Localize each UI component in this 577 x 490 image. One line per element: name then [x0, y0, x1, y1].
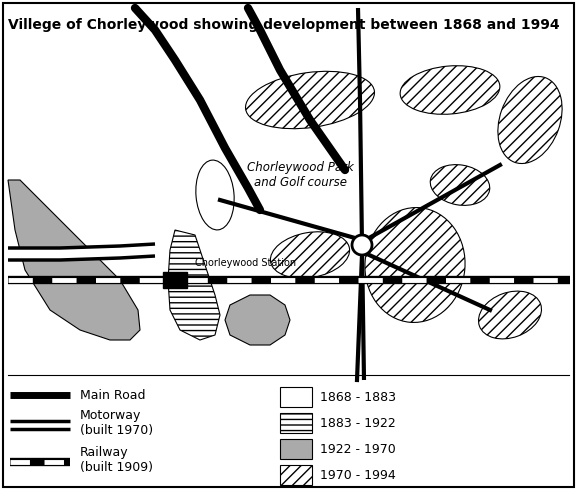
Ellipse shape	[478, 291, 541, 339]
FancyBboxPatch shape	[280, 465, 312, 485]
Polygon shape	[168, 230, 220, 340]
Ellipse shape	[196, 160, 234, 230]
Text: Chorleywood Station: Chorleywood Station	[195, 258, 296, 268]
Polygon shape	[225, 295, 290, 345]
Text: Main Road: Main Road	[80, 389, 145, 401]
Polygon shape	[8, 180, 140, 340]
Text: 1922 - 1970: 1922 - 1970	[320, 442, 396, 456]
Ellipse shape	[498, 76, 562, 164]
Text: 1868 - 1883: 1868 - 1883	[320, 391, 396, 403]
FancyBboxPatch shape	[280, 413, 312, 433]
Text: Villege of Chorleywood showing development between 1868 and 1994: Villege of Chorleywood showing developme…	[8, 18, 560, 32]
Ellipse shape	[365, 208, 465, 322]
FancyBboxPatch shape	[280, 387, 312, 407]
FancyBboxPatch shape	[163, 272, 187, 288]
Text: 1883 - 1922: 1883 - 1922	[320, 416, 396, 430]
Text: 1970 - 1994: 1970 - 1994	[320, 468, 396, 482]
Polygon shape	[8, 244, 155, 260]
Ellipse shape	[246, 72, 374, 129]
Ellipse shape	[430, 165, 490, 205]
Ellipse shape	[400, 66, 500, 114]
Text: Motorway
(built 1970): Motorway (built 1970)	[80, 409, 153, 437]
Text: Railway
(built 1909): Railway (built 1909)	[80, 446, 153, 474]
Ellipse shape	[271, 232, 350, 278]
Text: Chorleywood Park
and Golf course: Chorleywood Park and Golf course	[246, 161, 353, 189]
Circle shape	[352, 235, 372, 255]
FancyBboxPatch shape	[280, 439, 312, 459]
